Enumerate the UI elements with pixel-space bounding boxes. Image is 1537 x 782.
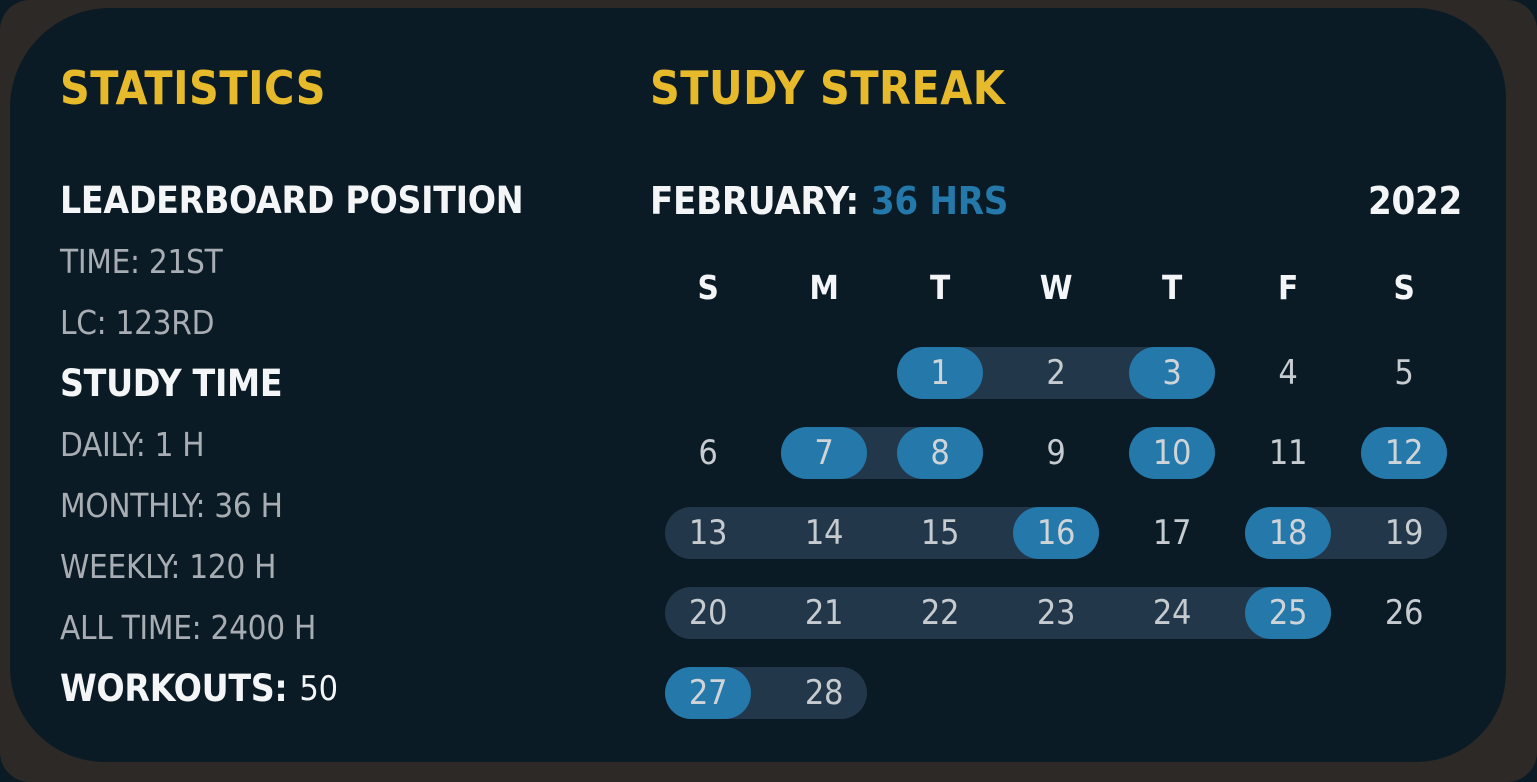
day-header-6: S	[1393, 267, 1415, 307]
study-time-heading: STUDY TIME	[60, 362, 283, 405]
calendar-day-13: 13	[688, 513, 728, 553]
calendar-day-25: 25	[1230, 587, 1346, 639]
calendar-day-7: 7	[766, 427, 882, 479]
calendar-day-21: 21	[804, 593, 844, 633]
calendar-day-16: 16	[998, 507, 1114, 559]
calendar-day-15: 15	[920, 513, 960, 553]
calendar-day-20: 20	[688, 593, 728, 633]
calendar-week-4: 20 21 22 23 24 25 26	[650, 587, 1462, 639]
month-label: FEBRUARY:	[650, 178, 859, 223]
stats-card: STATISTICS LEADERBOARD POSITION TIME: 21…	[10, 8, 1506, 762]
active-day-pill: 8	[897, 427, 983, 479]
calendar-day-22: 22	[920, 593, 960, 633]
active-day-pill: 10	[1129, 427, 1215, 479]
active-day-pill: 12	[1361, 427, 1447, 479]
calendar-week-1: 1 2 3 4 5	[650, 347, 1462, 399]
stat-monthly: MONTHLY: 36 H	[60, 486, 283, 525]
day-header-0: S	[697, 267, 719, 307]
calendar-day-27: 27	[650, 667, 766, 719]
calendar-day-23: 23	[1036, 593, 1076, 633]
day-header-1: M	[809, 267, 839, 307]
calendar-day-19: 19	[1384, 513, 1424, 553]
calendar-day-1: 1	[882, 347, 998, 399]
calendar-day-12: 12	[1346, 427, 1462, 479]
calendar-day-8: 8	[882, 427, 998, 479]
active-day-pill: 25	[1245, 587, 1331, 639]
calendar-day-28: 28	[804, 673, 844, 713]
stat-lc-rank: LC: 123RD	[60, 303, 215, 342]
calendar-day-2: 2	[1046, 353, 1066, 393]
leaderboard-heading: LEADERBOARD POSITION	[60, 179, 524, 222]
calendar: 1 2 3 4 5 6 7 8 9 10 11 12 13 14 15 16 17 18 19 20 21 22 23 24 2…	[650, 347, 1462, 719]
active-day-pill: 18	[1245, 507, 1331, 559]
month-row: FEBRUARY: 36 HRS 2022	[650, 170, 1462, 231]
calendar-day-3: 3	[1114, 347, 1230, 399]
workouts-value: 50	[299, 668, 338, 709]
statistics-title: STATISTICS	[60, 61, 326, 115]
calendar-day-9: 9	[1046, 433, 1066, 473]
month-hours: 36 HRS	[870, 178, 1009, 223]
stat-alltime: ALL TIME: 2400 H	[60, 608, 316, 647]
day-header-3: W	[1039, 267, 1073, 307]
active-day-pill: 16	[1013, 507, 1099, 559]
day-header-5: F	[1278, 267, 1298, 307]
calendar-day-26: 26	[1384, 593, 1424, 633]
statistics-panel: STATISTICS LEADERBOARD POSITION TIME: 21…	[60, 60, 640, 719]
day-header-4: T	[1162, 267, 1182, 307]
stat-time-rank: TIME: 21ST	[60, 242, 223, 281]
active-day-pill: 3	[1129, 347, 1215, 399]
stat-daily: DAILY: 1 H	[60, 425, 205, 464]
calendar-week-2: 6 7 8 9 10 11 12	[650, 427, 1462, 479]
calendar-day-11: 11	[1268, 433, 1308, 473]
calendar-day-18: 18	[1230, 507, 1346, 559]
active-day-pill: 7	[781, 427, 867, 479]
calendar-day-24: 24	[1152, 593, 1192, 633]
workouts-label: WORKOUTS:	[60, 667, 288, 710]
active-day-pill: 1	[897, 347, 983, 399]
calendar-day-17: 17	[1152, 513, 1192, 553]
calendar-week-5: 27 28	[650, 667, 1462, 719]
calendar-day-5: 5	[1394, 353, 1414, 393]
calendar-day-10: 10	[1114, 427, 1230, 479]
active-day-pill: 27	[665, 667, 751, 719]
calendar-day-14: 14	[804, 513, 844, 553]
stat-weekly: WEEKLY: 120 H	[60, 547, 277, 586]
streak-band	[665, 587, 1331, 639]
calendar-day-4: 4	[1278, 353, 1298, 393]
calendar-day-6: 6	[698, 433, 718, 473]
year-label: 2022	[1368, 178, 1462, 223]
day-header-2: T	[930, 267, 950, 307]
calendar-week-3: 13 14 15 16 17 18 19	[650, 507, 1462, 559]
study-streak-title: STUDY STREAK	[650, 61, 1006, 115]
